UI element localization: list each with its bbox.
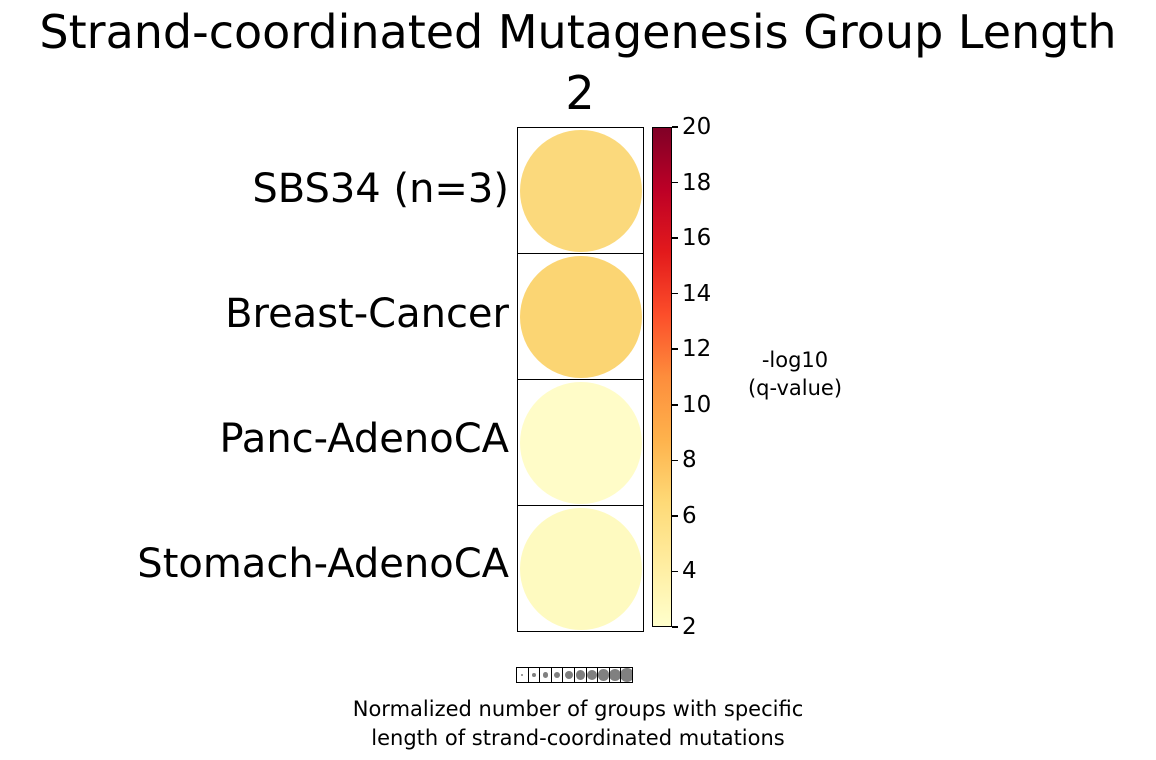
colorbar-ticks: 2 4 6 8 10 12 14 16 18 20 bbox=[672, 114, 732, 640]
colorbar-tick-label: 6 bbox=[682, 502, 697, 529]
colorbar-tick-mark bbox=[672, 237, 678, 239]
size-legend-dot bbox=[542, 672, 549, 678]
size-legend-dot bbox=[609, 668, 621, 682]
colorbar-tick-label: 14 bbox=[682, 280, 712, 307]
chart-title: Strand-coordinated Mutagenesis Group Len… bbox=[39, 5, 1117, 59]
size-legend-caption: Normalized number of groups with specifi… bbox=[278, 695, 878, 753]
dot-matrix bbox=[517, 127, 644, 632]
colorbar-tick-label: 12 bbox=[682, 336, 712, 363]
row-label-panc-adenoca: Panc-AdenoCA bbox=[219, 416, 509, 462]
column-header: 2 bbox=[565, 66, 595, 120]
colorbar-tick-label: 18 bbox=[682, 169, 712, 196]
dot-breast-cancer bbox=[519, 255, 642, 378]
matrix-cell bbox=[518, 379, 643, 505]
colorbar-tick-mark bbox=[672, 292, 678, 295]
size-legend-dot bbox=[598, 669, 609, 681]
dot-sbs34 bbox=[519, 129, 642, 252]
size-legend-cell bbox=[620, 667, 633, 683]
size-legend-dot bbox=[586, 669, 597, 681]
caption-line1: Normalized number of groups with specifi… bbox=[352, 697, 804, 721]
size-legend bbox=[516, 667, 633, 683]
size-legend-dot bbox=[564, 670, 573, 680]
matrix-cell bbox=[518, 128, 643, 253]
dot-stomach-adenoca bbox=[519, 507, 642, 630]
size-legend-dot bbox=[531, 673, 536, 677]
size-legend-cell bbox=[585, 667, 599, 683]
row-labels: SBS34 (n=3) Breast-Cancer Panc-AdenoCA S… bbox=[0, 127, 509, 627]
colorbar-tick-mark bbox=[672, 126, 678, 128]
caption-line2: length of strand-coordinated mutations bbox=[371, 726, 785, 750]
colorbar-tick-mark bbox=[672, 459, 678, 462]
row-label-stomach-adenoca: Stomach-AdenoCA bbox=[137, 541, 509, 587]
colorbar-tick-label: 16 bbox=[682, 225, 712, 252]
colorbar-tick-mark bbox=[672, 626, 678, 628]
colorbar-label-line2: (q-value) bbox=[747, 376, 843, 400]
size-legend-dot bbox=[621, 668, 632, 682]
size-legend-dot bbox=[575, 670, 585, 680]
dot-panc-adenoca bbox=[519, 381, 642, 504]
size-legend-dot bbox=[553, 671, 561, 679]
row-label-breast-cancer: Breast-Cancer bbox=[225, 291, 509, 337]
colorbar-tick-label: 4 bbox=[682, 558, 697, 585]
colorbar-gradient bbox=[652, 127, 672, 627]
colorbar-tick-mark bbox=[672, 348, 678, 351]
colorbar-tick-label: 8 bbox=[682, 447, 697, 474]
colorbar-tick-label: 10 bbox=[682, 391, 712, 418]
colorbar-tick-mark bbox=[672, 403, 678, 406]
colorbar-tick-label: 20 bbox=[682, 114, 712, 140]
colorbar-tick-mark bbox=[672, 515, 678, 517]
colorbar-label: -log10 (q-value) bbox=[715, 346, 875, 402]
colorbar-label-line1: -log10 bbox=[761, 348, 829, 372]
matrix-cell bbox=[518, 505, 643, 631]
colorbar-tick-label: 2 bbox=[682, 614, 697, 640]
matrix-cell bbox=[518, 253, 643, 379]
colorbar-tick-mark bbox=[672, 181, 678, 184]
colorbar-tick-mark bbox=[672, 570, 678, 573]
row-label-sbs34: SBS34 (n=3) bbox=[252, 166, 509, 212]
size-legend-dot bbox=[521, 673, 524, 677]
